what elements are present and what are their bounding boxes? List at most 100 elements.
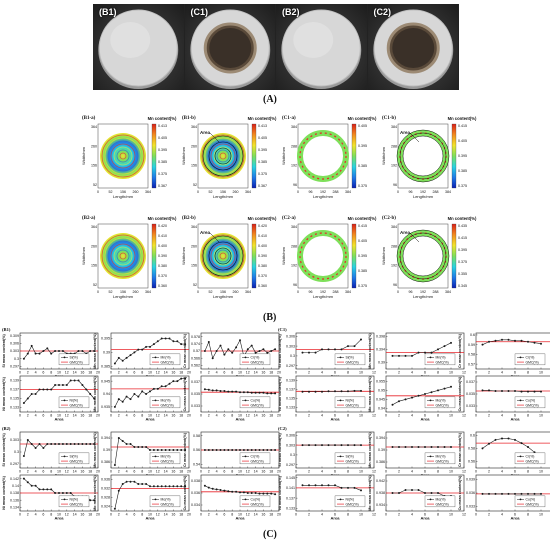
data-point — [223, 353, 226, 356]
y-tick-label: 0.935 — [101, 405, 110, 409]
texture-ring — [116, 149, 130, 163]
x-tick: 52 — [109, 290, 113, 294]
data-point — [404, 354, 407, 357]
data-point — [266, 492, 269, 495]
data-point — [149, 345, 151, 348]
data-point — [266, 351, 269, 354]
y-tick-label: 0.137 — [286, 496, 295, 500]
x-tick-label: 6 — [514, 513, 516, 517]
ring-texture — [299, 132, 347, 180]
data-point — [93, 350, 96, 352]
x-tick: 260 — [233, 190, 239, 194]
y-axis-label: Mo mean content(%) — [93, 475, 97, 511]
y-tick-label: 0.036 — [466, 491, 475, 495]
x-tick-label: 2 — [488, 414, 490, 418]
data-point — [77, 350, 80, 352]
x-tick: 364 — [145, 290, 151, 294]
data-point — [81, 384, 84, 386]
y-tick-label: 0.58 — [193, 434, 200, 438]
data-point — [494, 438, 497, 441]
legend-series-name: Cr(%) — [526, 356, 535, 360]
texture-ring — [110, 243, 136, 269]
area-label: Area — [200, 230, 211, 235]
area-ring — [402, 235, 444, 277]
x-tick-label: 14 — [254, 414, 258, 418]
data-point — [65, 384, 68, 386]
x-tick-label: 8 — [50, 414, 52, 418]
data-point — [137, 348, 140, 351]
y-tick-label: 0.3 — [290, 453, 295, 457]
area-label: Area — [200, 130, 211, 135]
x-axis-label: Area — [331, 516, 341, 521]
data-point — [215, 449, 218, 451]
x-tick-label: 4 — [411, 513, 413, 517]
data-point — [38, 488, 41, 491]
data-point — [156, 340, 159, 343]
x-tick-label: 10 — [449, 414, 453, 418]
y-tick-label: 0.928 — [101, 496, 110, 500]
data-point — [398, 446, 400, 448]
y-axis-label: Cu mean content(%) — [183, 475, 187, 511]
data-point — [89, 350, 92, 352]
data-point — [223, 390, 226, 392]
data-point — [46, 347, 49, 350]
colorbar-tick: 0.435 — [458, 224, 467, 228]
data-point — [89, 393, 92, 395]
photo-svg — [372, 9, 453, 89]
map-label: (B2-b) — [182, 216, 196, 221]
y-tick-label: 0.133 — [286, 406, 295, 410]
y-tick-label: 0.139 — [10, 379, 19, 383]
x-tick-label: 14 — [73, 414, 77, 418]
colorbar-tick: 0.413 — [158, 124, 167, 128]
x-tick-label: 8 — [347, 414, 349, 418]
x-tick: 52 — [109, 190, 113, 194]
data-point — [54, 350, 57, 352]
legend-title: Mn content(%) — [148, 216, 177, 221]
y-tick-label: 0.574 — [191, 342, 200, 346]
data-point — [164, 449, 167, 451]
x-tick-label: 10 — [539, 371, 543, 375]
x-tick-label: 12 — [65, 414, 69, 418]
data-point — [58, 384, 60, 386]
y-axis-label: Mn mean content(%) — [93, 333, 97, 369]
data-point — [149, 485, 151, 488]
x-tick: 364 — [145, 190, 151, 194]
series-line — [392, 489, 451, 497]
legend-gmc-name: GMC(%) — [346, 459, 359, 463]
x-axis-label: Area — [331, 417, 341, 422]
x-axis-label: Area — [55, 516, 65, 521]
data-point — [211, 357, 214, 360]
y-tick-label: 0.94 — [378, 407, 385, 411]
data-point — [152, 449, 155, 451]
data-point — [176, 449, 179, 451]
y-tick-label: 0.578 — [191, 335, 200, 339]
x-tick-label: 10 — [57, 513, 61, 517]
y-axis-label: Ni mean content(%) — [2, 376, 6, 410]
x-tick-label: 0 — [385, 414, 387, 418]
data-point — [81, 443, 84, 445]
x-tick-label: 2 — [488, 513, 490, 517]
x-axis-label: Area — [236, 516, 246, 521]
y-tick: 192 — [291, 164, 297, 168]
x-tick-label: 18 — [88, 470, 92, 474]
area-ring — [402, 135, 444, 177]
x-tick-label: 12 — [372, 513, 376, 517]
data-point — [180, 343, 183, 346]
x-tick-label: 4 — [501, 513, 503, 517]
data-point — [152, 485, 155, 488]
x-tick-label: 0 — [200, 470, 202, 474]
data-point — [308, 484, 310, 487]
chart-mo-b2: 0 2 4 6 8 10 12 14 16 18 200.9240.9280.9320.936Are… — [93, 475, 191, 521]
legend-marker — [154, 356, 157, 359]
legend-marker — [63, 455, 66, 458]
data-point — [239, 491, 241, 494]
y-tick-label: 0.138 — [10, 491, 19, 495]
legend-box — [424, 452, 456, 465]
y-axis-label: Cu mean content(%) — [458, 376, 462, 412]
data-point — [46, 488, 49, 491]
x-tick-label: 2 — [208, 470, 210, 474]
data-point — [417, 394, 420, 397]
legend-box — [58, 353, 90, 366]
x-tick-label: 2 — [488, 470, 490, 474]
